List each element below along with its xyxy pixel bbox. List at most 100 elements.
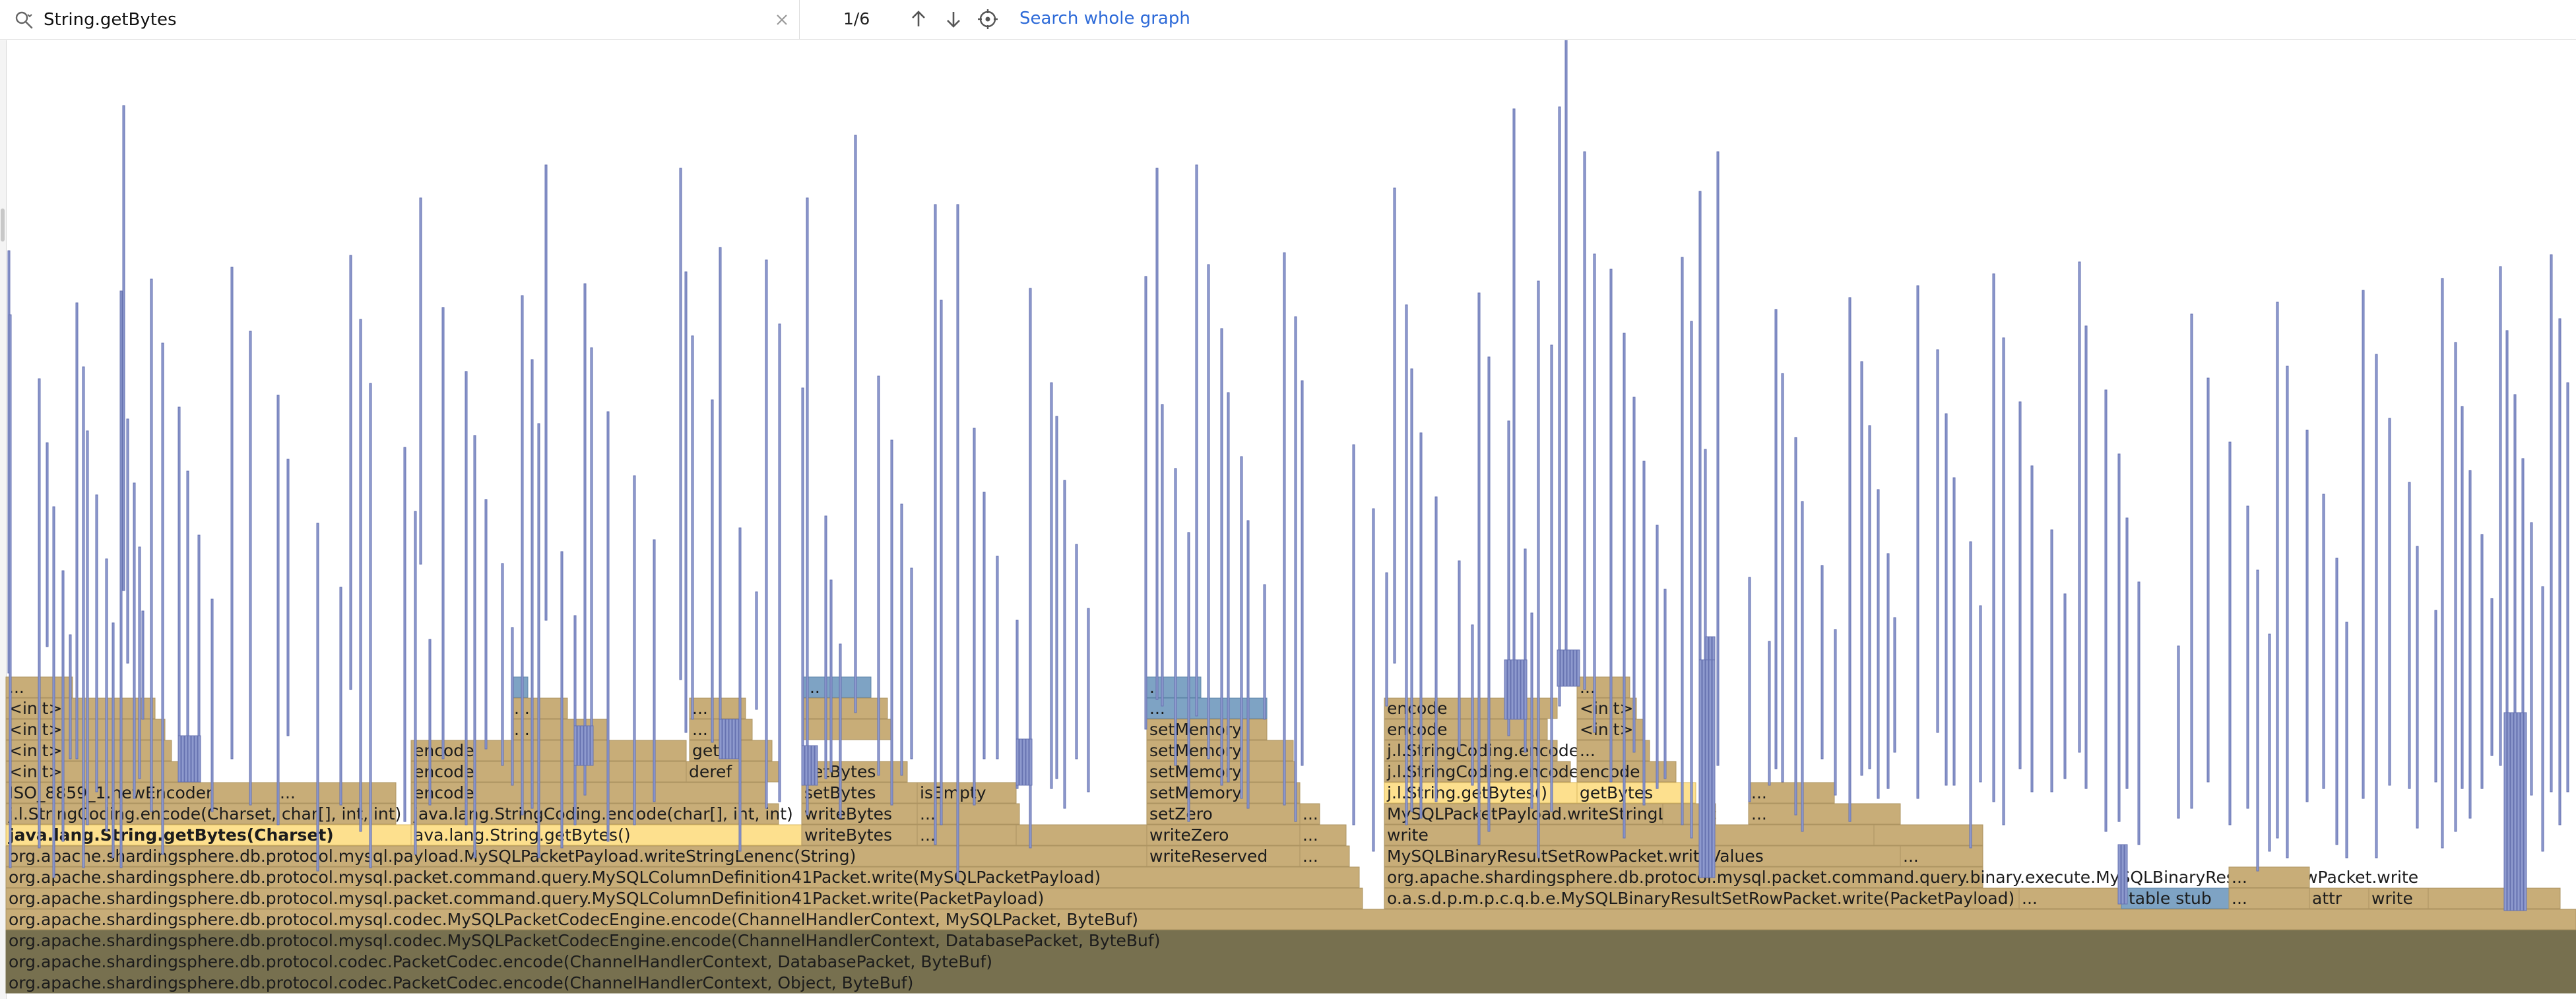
- flame-frame[interactable]: [1576, 697, 1637, 719]
- native-frame[interactable]: [86, 430, 89, 825]
- native-frame[interactable]: [1886, 553, 1890, 789]
- native-frame[interactable]: [2434, 610, 2437, 783]
- native-frame[interactable]: [1712, 659, 1716, 878]
- native-frame[interactable]: [1207, 264, 1210, 759]
- native-frame[interactable]: [316, 523, 319, 872]
- native-frame[interactable]: [1283, 252, 1286, 806]
- native-frame[interactable]: [2002, 337, 2005, 825]
- native-frame[interactable]: [854, 135, 857, 713]
- native-frame[interactable]: [1220, 328, 1223, 786]
- native-frame[interactable]: [2517, 712, 2521, 911]
- native-frame[interactable]: [537, 423, 540, 858]
- flame-frame[interactable]: [1299, 845, 1350, 867]
- native-frame[interactable]: [2550, 254, 2553, 792]
- arrow-up-icon[interactable]: [907, 8, 930, 30]
- native-frame[interactable]: [9, 314, 12, 868]
- native-frame[interactable]: [580, 725, 584, 766]
- native-frame[interactable]: [75, 302, 79, 759]
- native-frame[interactable]: [1702, 659, 1706, 878]
- native-frame[interactable]: [511, 627, 514, 786]
- native-frame[interactable]: [633, 475, 636, 825]
- native-frame[interactable]: [801, 745, 805, 786]
- native-frame[interactable]: [1632, 397, 1636, 753]
- flame-frame[interactable]: [917, 824, 1017, 846]
- native-frame[interactable]: [2362, 290, 2365, 799]
- native-frame[interactable]: [82, 366, 85, 868]
- native-frame[interactable]: [1868, 425, 1871, 769]
- native-frame[interactable]: [1512, 108, 1516, 661]
- native-frame[interactable]: [2117, 453, 2121, 822]
- flame-frame[interactable]: [801, 803, 918, 825]
- native-frame[interactable]: [1029, 288, 1032, 849]
- native-frame[interactable]: [2513, 712, 2517, 911]
- native-frame[interactable]: [1458, 560, 1461, 753]
- search-whole-graph-link[interactable]: Search whole graph: [1019, 9, 1190, 28]
- native-frame[interactable]: [711, 399, 714, 743]
- native-frame[interactable]: [2078, 261, 2081, 753]
- flame-frame[interactable]: [1299, 824, 1347, 846]
- native-frame[interactable]: [419, 197, 422, 565]
- native-frame[interactable]: [590, 347, 593, 766]
- native-frame[interactable]: [1075, 544, 1078, 759]
- native-frame[interactable]: [150, 278, 153, 812]
- native-frame[interactable]: [1705, 659, 1709, 878]
- left-scrollbar-thumb[interactable]: [1, 209, 5, 242]
- native-frame[interactable]: [801, 387, 804, 753]
- native-frame[interactable]: [583, 725, 587, 766]
- flame-frame[interactable]: [1748, 782, 1835, 804]
- native-frame[interactable]: [973, 428, 976, 806]
- native-frame[interactable]: [2206, 377, 2210, 783]
- native-frame[interactable]: [1419, 432, 1423, 819]
- native-frame[interactable]: [1022, 738, 1026, 786]
- native-frame[interactable]: [2408, 482, 2411, 789]
- close-icon[interactable]: [773, 11, 790, 28]
- native-frame[interactable]: [1015, 620, 1019, 789]
- native-frame[interactable]: [1471, 624, 1474, 786]
- native-frame[interactable]: [806, 197, 809, 816]
- native-frame[interactable]: [1848, 297, 1852, 822]
- native-frame[interactable]: [95, 494, 98, 792]
- flame-frame[interactable]: [2228, 887, 2310, 909]
- native-frame[interactable]: [414, 511, 417, 855]
- native-frame[interactable]: [1514, 659, 1518, 720]
- native-frame[interactable]: [996, 556, 999, 759]
- native-frame[interactable]: [181, 735, 185, 783]
- native-frame[interactable]: [590, 725, 594, 766]
- flame-frame[interactable]: [5, 866, 1360, 888]
- native-frame[interactable]: [2137, 581, 2141, 845]
- native-frame[interactable]: [1195, 164, 1198, 717]
- native-frame[interactable]: [2461, 406, 2464, 789]
- flame-frame[interactable]: [5, 951, 2576, 973]
- native-frame[interactable]: [573, 615, 577, 825]
- native-frame[interactable]: [1517, 659, 1521, 720]
- native-frame[interactable]: [1029, 738, 1033, 786]
- native-frame[interactable]: [1530, 612, 1533, 809]
- native-frame[interactable]: [138, 546, 141, 779]
- native-frame[interactable]: [1477, 292, 1481, 845]
- native-frame[interactable]: [2190, 313, 2193, 809]
- target-icon[interactable]: [977, 8, 999, 30]
- native-frame[interactable]: [2084, 325, 2088, 789]
- native-frame[interactable]: [653, 539, 656, 802]
- native-frame[interactable]: [484, 499, 488, 750]
- native-frame[interactable]: [1992, 273, 1995, 802]
- native-frame[interactable]: [230, 267, 234, 759]
- flame-frame[interactable]: [2428, 887, 2561, 909]
- native-frame[interactable]: [1063, 480, 1066, 809]
- native-frame[interactable]: [1015, 738, 1019, 786]
- flame-frame[interactable]: [5, 972, 2576, 994]
- left-scrollbar[interactable]: [0, 40, 7, 999]
- flame-frame[interactable]: [1299, 803, 1320, 825]
- native-frame[interactable]: [465, 371, 468, 825]
- native-frame[interactable]: [1979, 605, 1982, 783]
- flame-frame[interactable]: [2368, 887, 2429, 909]
- native-frame[interactable]: [2416, 546, 2419, 829]
- native-frame[interactable]: [1524, 659, 1528, 720]
- native-frame[interactable]: [1583, 151, 1586, 690]
- highlighted-frame[interactable]: [1576, 782, 1696, 804]
- native-frame[interactable]: [738, 527, 742, 852]
- native-frame[interactable]: [1385, 572, 1388, 707]
- native-frame[interactable]: [1781, 373, 1784, 783]
- native-frame[interactable]: [1623, 333, 1626, 839]
- native-frame[interactable]: [890, 439, 893, 806]
